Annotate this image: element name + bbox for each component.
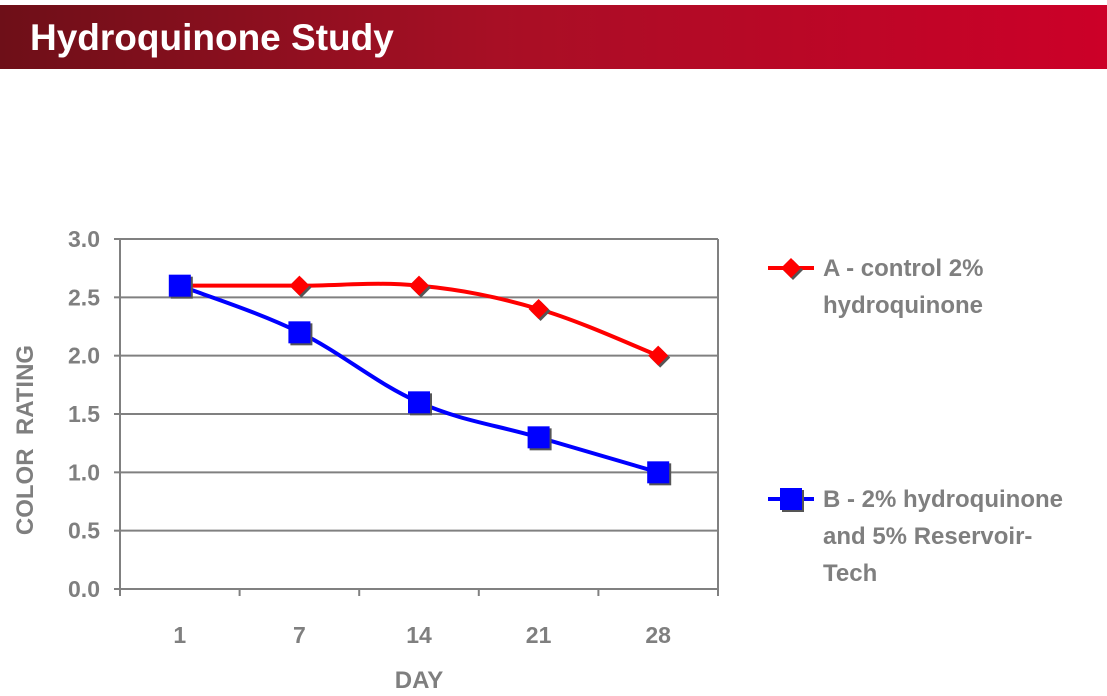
y-tick-label: 2.5 (68, 284, 100, 310)
data-point (528, 299, 549, 319)
series-a (169, 275, 671, 368)
legend-entry: A - control 2% hydroquinone (768, 255, 983, 319)
legend-marker (780, 488, 802, 510)
x-tick-label: 7 (293, 622, 306, 648)
data-point (168, 274, 191, 297)
y-tick-label: 3.0 (68, 226, 100, 252)
axis-labels: 0.0 0.5 1.0 1.5 2.0 2.5 3.0 1 7 14 21 28 DAY COLOR RA… (12, 226, 671, 694)
y-axis-title: COLOR RATING (12, 345, 39, 535)
y-tick-label: 0.5 (68, 518, 100, 544)
data-point (409, 275, 429, 296)
data-point (527, 426, 550, 449)
legend-label: and 5% Reservoir- (823, 523, 1032, 550)
y-tick-label: 1.0 (68, 459, 100, 485)
data-point (408, 391, 430, 414)
data-point (288, 321, 311, 344)
y-tick-label: 0.0 (68, 576, 100, 602)
series-b (168, 274, 672, 486)
legend-entry: B - 2% hydroquinone and 5% Reservoir- Tech (768, 486, 1063, 587)
x-tick-label: 1 (173, 622, 186, 648)
page-title: Hydroquinone Study (30, 17, 394, 58)
legend-label: A - control 2% (823, 255, 983, 282)
legend-label: B - 2% hydroquinone (823, 486, 1063, 513)
y-tick-label: 2.0 (68, 343, 100, 369)
x-tick-label: 28 (645, 622, 671, 648)
x-tick-label: 21 (526, 622, 552, 648)
data-point (289, 275, 310, 296)
legend-label: hydroquinone (823, 292, 983, 319)
series-line (179, 283, 659, 475)
legend: A - control 2% hydroquinone B - 2% hydroqu… (768, 255, 1063, 587)
data-point (648, 345, 669, 366)
y-tick-label: 1.5 (68, 401, 100, 427)
title-banner: Hydroquinone Study (0, 5, 1107, 69)
x-axis-title: DAY (395, 667, 443, 694)
series-lines (168, 274, 672, 486)
x-tick-label: 14 (406, 622, 432, 648)
legend-marker (781, 258, 801, 278)
legend-label: Tech (823, 560, 877, 587)
axes (114, 238, 719, 596)
data-point (647, 461, 670, 484)
